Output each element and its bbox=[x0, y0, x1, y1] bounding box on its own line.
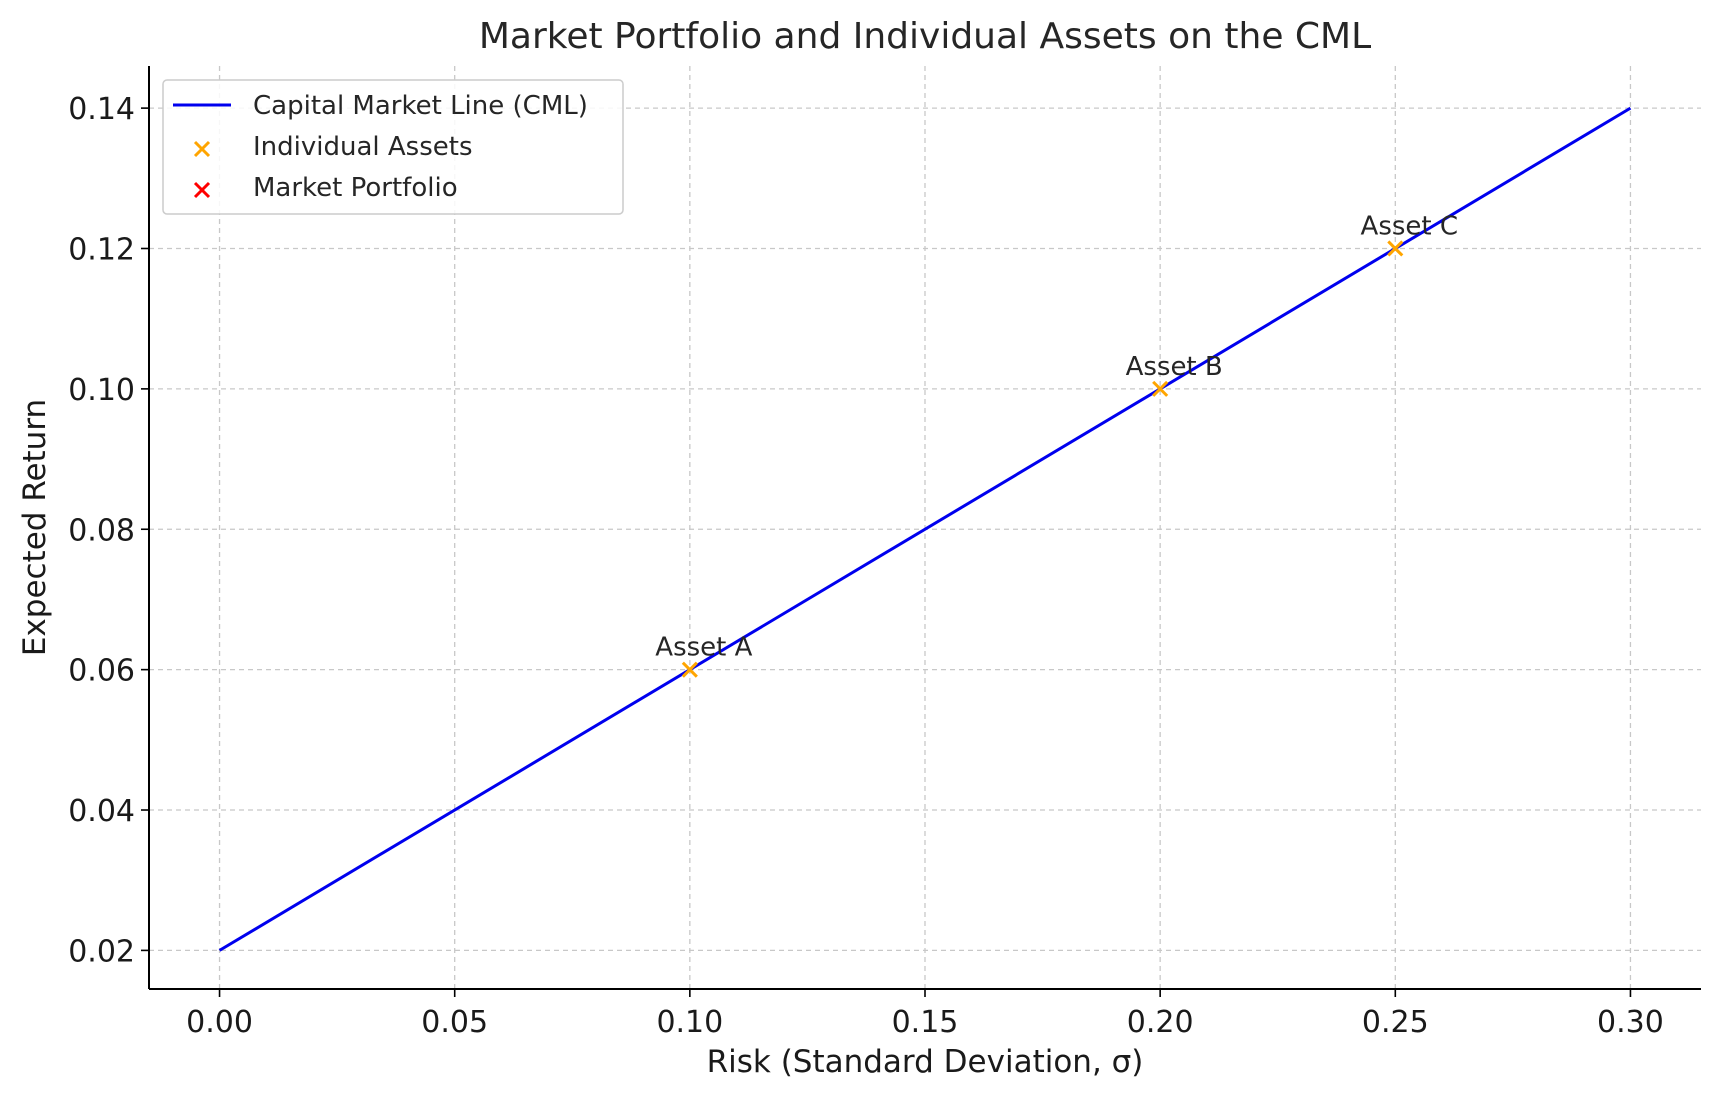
legend-box bbox=[162, 79, 624, 215]
legend-label: Capital Market Line (CML) bbox=[253, 91, 588, 121]
asset-point bbox=[1152, 380, 1169, 397]
y-tick-label: 0.08 bbox=[68, 513, 135, 548]
y-tick-label: 0.04 bbox=[68, 794, 135, 829]
y-tick-label: 0.10 bbox=[68, 373, 135, 408]
y-tick-label: 0.12 bbox=[68, 232, 135, 267]
legend-label: Market Portfolio bbox=[253, 173, 458, 203]
x-axis-label: Risk (Standard Deviation, σ) bbox=[707, 1044, 1144, 1080]
x-tick-label: 0.30 bbox=[1597, 1005, 1664, 1040]
chart-title: Market Portfolio and Individual Assets o… bbox=[479, 16, 1371, 57]
x-tick-label: 0.15 bbox=[892, 1005, 959, 1040]
marker-stroke bbox=[1152, 380, 1169, 397]
x-tick-label: 0.20 bbox=[1127, 1005, 1194, 1040]
x-tick-label: 0.25 bbox=[1362, 1005, 1429, 1040]
asset-point bbox=[681, 661, 698, 678]
legend-marker-swatch bbox=[193, 140, 211, 158]
marker-stroke bbox=[1387, 240, 1404, 257]
plot-area: Asset A Asset B Asset C bbox=[218, 106, 1632, 952]
asset-point bbox=[1387, 240, 1404, 257]
y-tick-label: 0.02 bbox=[68, 934, 135, 969]
marker-stroke bbox=[193, 181, 211, 199]
legend: Capital Market Line (CML) Individual Asse… bbox=[162, 79, 624, 215]
y-tick-label: 0.06 bbox=[68, 654, 135, 689]
legend-item: Individual Assets bbox=[193, 132, 473, 162]
asset-label: Asset B bbox=[1126, 352, 1223, 382]
asset-label: Asset C bbox=[1361, 211, 1459, 241]
y-axis-label: Expected Return bbox=[17, 399, 53, 656]
legend-marker-swatch bbox=[193, 181, 211, 199]
asset-label: Asset A bbox=[655, 633, 752, 663]
ticks: 0.00 0.05 0.10 0.15 0.20 0.25 0.30 0.02 0.04 0.06… bbox=[68, 92, 1664, 1040]
legend-item: Market Portfolio bbox=[193, 173, 458, 203]
y-tick-label: 0.14 bbox=[68, 92, 135, 127]
legend-label: Individual Assets bbox=[253, 132, 473, 162]
legend-item: Capital Market Line (CML) bbox=[173, 91, 588, 121]
marker-stroke bbox=[681, 661, 698, 678]
marker-stroke bbox=[193, 140, 211, 158]
x-tick-label: 0.00 bbox=[186, 1005, 253, 1040]
x-tick-label: 0.05 bbox=[421, 1005, 488, 1040]
x-tick-label: 0.10 bbox=[656, 1005, 723, 1040]
